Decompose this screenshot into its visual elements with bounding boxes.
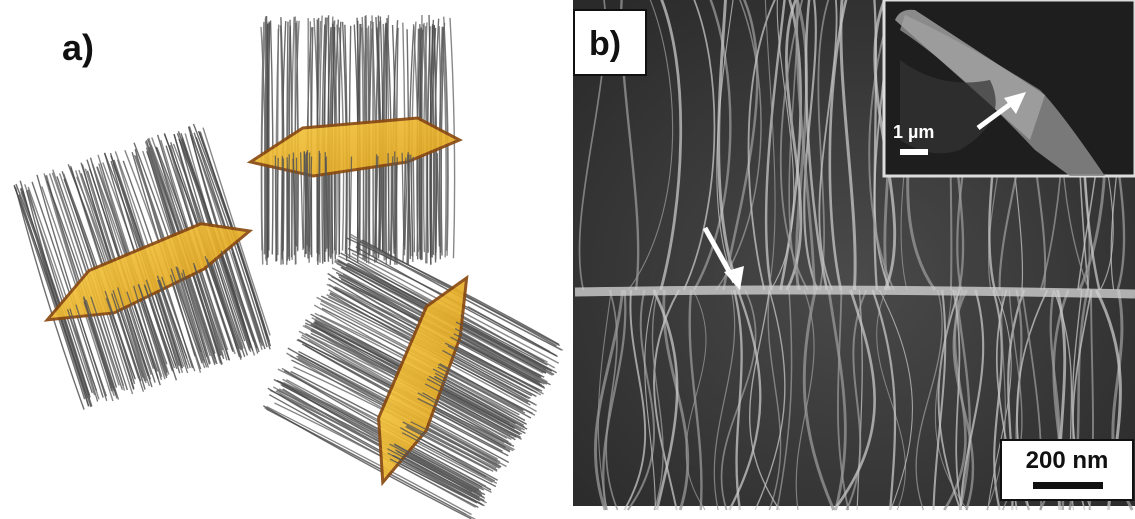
- nanotube: [275, 156, 276, 262]
- bundle: [253, 219, 577, 519]
- inset-scale-bar: [900, 149, 928, 155]
- panel-a: a): [3, 15, 577, 519]
- inset-scale-label: 1 µm: [893, 122, 934, 142]
- nanotube: [268, 395, 479, 508]
- nanotube-bundles: [3, 15, 577, 519]
- nanotube: [413, 157, 414, 252]
- page: a) 1 µm b) 200 nm (() => { const data = …: [0, 0, 1135, 519]
- bundle: [251, 15, 460, 265]
- scale-label: 200 nm: [1026, 447, 1109, 474]
- scale-bar: [1033, 482, 1103, 489]
- nanotube: [304, 152, 305, 248]
- figure: a) 1 µm b) 200 nm: [0, 0, 1135, 519]
- nanotube: [271, 20, 273, 254]
- panel-label: a): [62, 27, 94, 68]
- bundle: [3, 117, 286, 413]
- nanotube: [306, 153, 307, 254]
- panel-b: 1 µm b) 200 nm: [573, 0, 1135, 510]
- panel-label: b): [589, 25, 621, 63]
- nanotube: [325, 152, 326, 252]
- inset: 1 µm: [884, 0, 1135, 176]
- nanotube: [267, 406, 472, 516]
- central-fiber: [575, 290, 1135, 294]
